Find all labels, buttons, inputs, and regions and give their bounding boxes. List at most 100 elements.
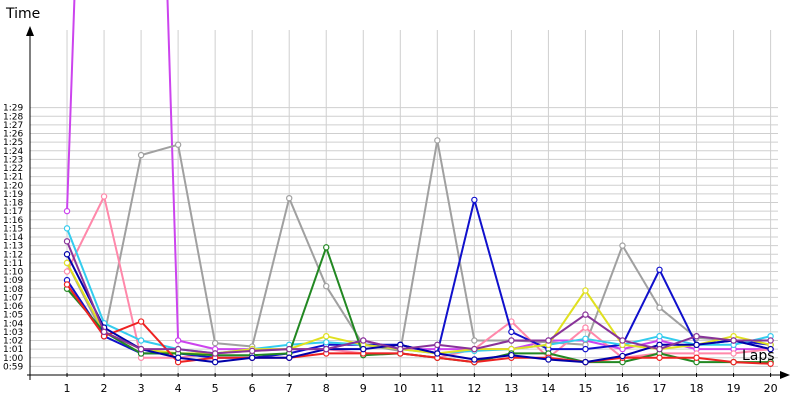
x-tick-label: 3 [138, 382, 145, 395]
data-point [730, 358, 737, 366]
x-axis-arrow [780, 371, 790, 379]
series-3 [63, 193, 774, 361]
y-tick-label: 1:14 [3, 233, 23, 243]
y-tick-label: 1:18 [3, 199, 23, 209]
data-point [174, 141, 182, 148]
y-tick-label: 1:08 [3, 285, 23, 295]
data-point [471, 337, 478, 344]
series-line [66, 139, 771, 352]
data-point [582, 287, 589, 294]
data-point [286, 345, 293, 353]
data-point [582, 358, 589, 366]
data-point [174, 337, 182, 344]
series-line [66, 195, 771, 359]
data-point [434, 137, 441, 144]
data-point [656, 354, 663, 361]
y-tick-label: 1:19 [3, 190, 23, 200]
x-tick-label: 5 [212, 382, 219, 395]
data-point [63, 268, 71, 275]
x-tick-label: 20 [764, 382, 778, 395]
y-tick-label: 1:13 [3, 242, 23, 252]
y-tick-label: 0:59 [3, 362, 23, 372]
data-point [730, 350, 737, 357]
y-tick-label: 1:04 [3, 319, 23, 329]
y-tick-label: 1:28 [3, 112, 23, 122]
data-point [100, 328, 108, 336]
x-tick-label: 2 [101, 382, 108, 395]
data-point [471, 196, 478, 204]
data-point [545, 356, 552, 363]
y-tick-label: 1:23 [3, 155, 23, 165]
x-tick-label: 13 [504, 382, 518, 395]
y-tick-label: 1:22 [3, 164, 23, 174]
data-point [693, 341, 700, 349]
y-tick-label: 1:17 [3, 207, 23, 217]
data-point [693, 354, 700, 361]
data-point [434, 341, 441, 349]
data-point [730, 337, 737, 344]
y-tick-label: 1:21 [3, 173, 23, 183]
y-tick-label: 1:29 [3, 104, 23, 114]
y-tick-label: 1:16 [3, 216, 23, 226]
series-1 [63, 0, 774, 353]
data-point [508, 337, 515, 344]
y-axis-arrow [26, 26, 34, 36]
data-point [286, 194, 293, 202]
data-point [63, 238, 71, 245]
series-line [66, 262, 771, 355]
data-point [434, 350, 441, 357]
data-point [100, 193, 108, 200]
y-tick-label: 1:06 [3, 302, 23, 312]
x-tick-label: 7 [286, 382, 293, 395]
y-tick-label: 1:26 [3, 130, 23, 140]
y-tick-label: 1:05 [3, 311, 23, 321]
data-point [767, 360, 774, 367]
x-tick-label: 17 [653, 382, 667, 395]
x-tick-label: 19 [727, 382, 741, 395]
series-lines [63, 0, 774, 367]
data-point [63, 207, 71, 215]
y-axis-title: Time [5, 6, 40, 22]
data-point [508, 351, 515, 359]
data-point [360, 337, 367, 344]
grid-lines [30, 30, 778, 375]
data-point [582, 311, 589, 318]
x-tick-label: 18 [690, 382, 704, 395]
data-point [286, 354, 293, 361]
y-tick-label: 1:07 [3, 293, 23, 303]
data-point [767, 337, 774, 344]
y-tick-label: 1:02 [3, 337, 23, 347]
data-point [211, 358, 219, 366]
series-line [66, 198, 771, 359]
data-point [582, 345, 589, 353]
data-point [174, 345, 182, 353]
data-point [656, 266, 663, 273]
y-tick-label: 1:00 [3, 354, 23, 364]
data-point [137, 345, 145, 353]
series-10 [63, 238, 774, 357]
y-tick-label: 1:11 [3, 259, 23, 269]
data-point [248, 354, 256, 361]
data-point [137, 151, 145, 159]
data-point [582, 324, 589, 331]
data-point [656, 345, 663, 353]
data-point [63, 251, 71, 258]
y-tick-label: 1:03 [3, 328, 23, 338]
x-tick-label: 14 [541, 382, 555, 395]
data-point [323, 339, 330, 346]
series-line [66, 253, 771, 364]
data-point [63, 259, 71, 267]
y-tick-label: 1:27 [3, 121, 23, 131]
data-point [174, 354, 182, 361]
data-point [397, 345, 404, 353]
data-point [137, 318, 145, 325]
data-point [211, 339, 219, 347]
data-point [471, 356, 478, 363]
series-line [66, 283, 771, 365]
x-tick-label: 10 [393, 382, 407, 395]
data-point [767, 345, 774, 353]
x-tick-label: 15 [578, 382, 592, 395]
y-tick-label: 1:10 [3, 268, 23, 278]
x-tick-label: 16 [615, 382, 629, 395]
